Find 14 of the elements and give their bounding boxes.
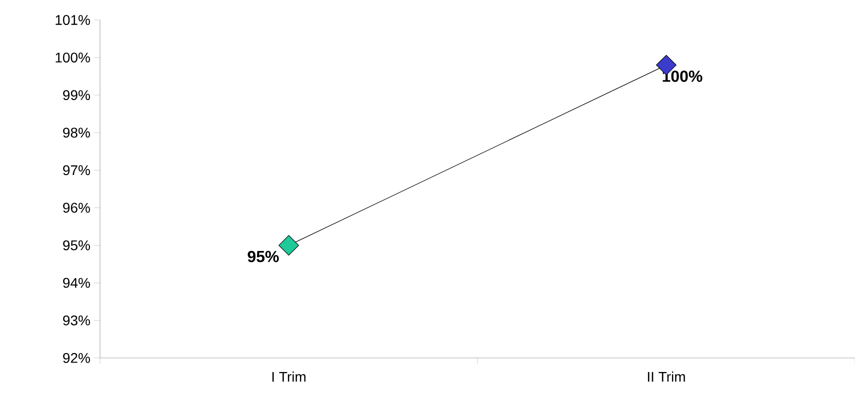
y-tick-label: 92% [63, 353, 90, 363]
x-tick-label: I Trim [272, 372, 306, 382]
y-tick-label: 95% [63, 240, 90, 250]
y-tick-label: 99% [63, 90, 90, 100]
y-tick-label: 96% [63, 202, 90, 213]
y-tick-label: 93% [63, 315, 90, 326]
y-tick-label: 98% [63, 128, 90, 138]
y-tick-label: 101% [56, 15, 90, 25]
y-tick-label: 100% [56, 52, 90, 63]
y-tick-label: 94% [63, 278, 90, 288]
y-tick-label: 97% [63, 165, 90, 176]
data-label: 100% [662, 70, 702, 82]
x-tick-label: II Trim [648, 372, 685, 382]
data-label: 95% [248, 250, 279, 262]
